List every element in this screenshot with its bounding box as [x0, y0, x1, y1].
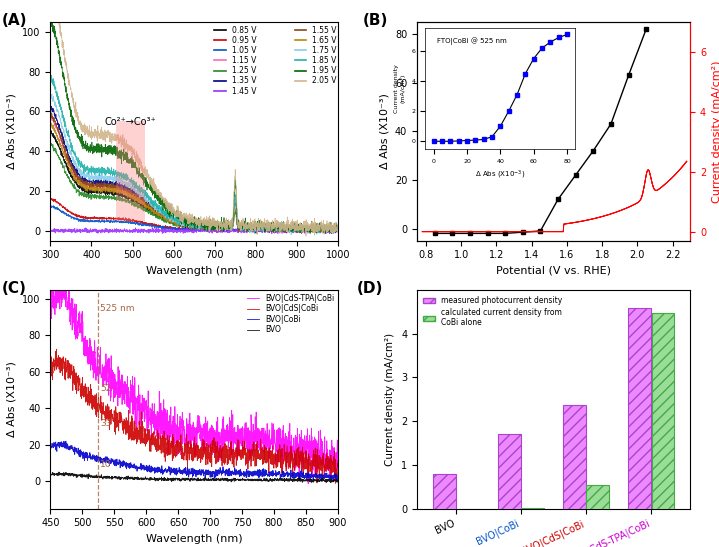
Y-axis label: Current density (mA/cm²): Current density (mA/cm²): [385, 333, 395, 466]
BVO|CdS|CoBi: [52, 346, 61, 352]
BVO|CdS|CoBi: [174, 447, 183, 454]
Line: BVO|CdS|CoBi: BVO|CdS|CoBi: [50, 349, 338, 484]
BVO|CoBi: [62, 438, 70, 445]
Y-axis label: Δ Abs (X10⁻³): Δ Abs (X10⁻³): [6, 94, 17, 169]
BVO: [68, 472, 77, 478]
Line: BVO|CoBi: BVO|CoBi: [50, 441, 338, 481]
BVO|CdS-TPA|CoBi: [334, 469, 342, 476]
Bar: [628, 309, 651, 509]
BVO: [334, 477, 342, 484]
BVO|CoBi: [210, 474, 219, 481]
BVO|CdS|CoBi: [331, 480, 340, 487]
BVO|CoBi: [68, 444, 77, 451]
BVO|CdS|CoBi: [46, 364, 55, 371]
BVO|CoBi: [329, 478, 338, 485]
BVO: [80, 473, 88, 479]
Bar: [116, 121, 145, 221]
BVO|CdS-TPA|CoBi: [80, 335, 88, 342]
BVO: [174, 476, 183, 482]
BVO|CdS-TPA|CoBi: [174, 427, 183, 433]
BVO|CdS|CoBi: [210, 440, 219, 446]
BVO: [55, 469, 63, 475]
Bar: [587, 485, 609, 509]
Bar: [563, 405, 586, 509]
BVO|CdS-TPA|CoBi: [304, 480, 313, 487]
Text: 33: 33: [100, 418, 111, 428]
BVO|CoBi: [80, 457, 88, 464]
Legend: BVO|CdS-TPA|CoBi, BVO|CdS|CoBi, BVO|CoBi, BVO: BVO|CdS-TPA|CoBi, BVO|CdS|CoBi, BVO|CoBi…: [247, 294, 334, 334]
Bar: [498, 434, 521, 509]
BVO|CoBi: [334, 471, 342, 478]
BVO|CdS|CoBi: [168, 445, 177, 451]
Line: BVO: BVO: [50, 472, 338, 482]
BVO: [322, 479, 331, 486]
BVO: [179, 476, 188, 482]
BVO|CoBi: [174, 469, 183, 475]
BVO: [210, 477, 219, 484]
Y-axis label: Δ Abs (X10⁻³): Δ Abs (X10⁻³): [380, 94, 390, 169]
Bar: [521, 508, 544, 509]
Text: (C): (C): [1, 281, 27, 296]
Line: BVO|CdS-TPA|CoBi: BVO|CdS-TPA|CoBi: [50, 267, 338, 484]
Bar: [433, 474, 456, 509]
Legend: 1.55 V, 1.65 V, 1.75 V, 1.85 V, 1.95 V, 2.05 V: 1.55 V, 1.65 V, 1.75 V, 1.85 V, 1.95 V, …: [295, 26, 337, 85]
BVO: [46, 471, 55, 478]
BVO|CdS|CoBi: [80, 386, 88, 393]
BVO|CdS|CoBi: [68, 387, 77, 394]
Bar: [651, 313, 674, 509]
Text: 52: 52: [100, 384, 111, 393]
BVO|CdS-TPA|CoBi: [210, 435, 219, 441]
X-axis label: Wavelength (nm): Wavelength (nm): [146, 534, 242, 544]
BVO|CdS|CoBi: [179, 450, 188, 456]
BVO|CdS-TPA|CoBi: [46, 296, 55, 303]
Text: (D): (D): [357, 281, 383, 296]
Y-axis label: Current density (mA/cm²): Current density (mA/cm²): [712, 60, 719, 202]
BVO|CdS-TPA|CoBi: [168, 422, 177, 428]
BVO: [168, 477, 177, 484]
Text: (A): (A): [1, 13, 27, 28]
BVO|CoBi: [46, 442, 55, 449]
BVO|CdS|CoBi: [334, 457, 342, 463]
BVO|CdS-TPA|CoBi: [179, 427, 188, 433]
BVO|CoBi: [179, 468, 188, 475]
Text: 525 nm: 525 nm: [100, 305, 134, 313]
Text: 10: 10: [100, 461, 111, 469]
X-axis label: Potential (V vs. RHE): Potential (V vs. RHE): [496, 266, 611, 276]
Text: Co²⁺→Co³⁺: Co²⁺→Co³⁺: [104, 117, 156, 127]
X-axis label: Wavelength (nm): Wavelength (nm): [146, 266, 242, 276]
BVO|CoBi: [168, 467, 177, 474]
Legend: measured photocurrent density, calculated current density from
CoBi alone: measured photocurrent density, calculate…: [421, 294, 564, 330]
Text: (B): (B): [362, 13, 388, 28]
BVO|CdS-TPA|CoBi: [68, 295, 77, 302]
BVO|CdS-TPA|CoBi: [58, 264, 67, 270]
Y-axis label: Δ Abs (X10⁻³): Δ Abs (X10⁻³): [6, 362, 17, 437]
